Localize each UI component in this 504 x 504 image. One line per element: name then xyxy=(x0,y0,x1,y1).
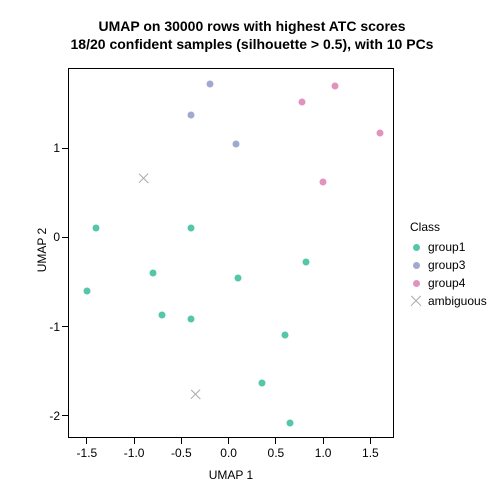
data-point xyxy=(303,259,310,266)
data-point xyxy=(282,332,289,339)
x-tick xyxy=(370,438,371,444)
data-point xyxy=(235,274,242,281)
cross-icon xyxy=(410,295,422,307)
data-point xyxy=(320,179,327,186)
data-point xyxy=(93,225,100,232)
data-point xyxy=(191,390,200,399)
y-tick xyxy=(62,237,68,238)
legend-item: ambiguous xyxy=(410,292,487,310)
data-point xyxy=(376,130,383,137)
y-tick-label: -2 xyxy=(40,409,60,423)
x-tick xyxy=(323,438,324,444)
x-tick xyxy=(134,438,135,444)
data-point xyxy=(206,81,213,88)
data-point xyxy=(187,225,194,232)
dot-icon xyxy=(410,277,422,289)
dot-icon xyxy=(410,241,422,253)
data-point xyxy=(258,379,265,386)
x-tick xyxy=(275,438,276,444)
y-tick xyxy=(62,326,68,327)
legend-item: group3 xyxy=(410,256,487,274)
plot-area xyxy=(68,68,394,438)
chart-title: UMAP on 30000 rows with highest ATC scor… xyxy=(0,18,504,53)
chart-title-line2: 18/20 confident samples (silhouette > 0.… xyxy=(0,36,504,54)
x-tick xyxy=(86,438,87,444)
scatter-chart: UMAP on 30000 rows with highest ATC scor… xyxy=(0,0,504,504)
legend-label: group3 xyxy=(428,258,465,272)
x-tick-label: 1.0 xyxy=(315,446,332,460)
data-point xyxy=(332,82,339,89)
data-point xyxy=(233,140,240,147)
y-tick-label: -1 xyxy=(40,320,60,334)
x-tick-label: 1.5 xyxy=(362,446,379,460)
data-point xyxy=(159,311,166,318)
legend-label: group4 xyxy=(428,276,465,290)
legend-item: group1 xyxy=(410,238,487,256)
data-point xyxy=(299,98,306,105)
x-tick-label: 0.0 xyxy=(220,446,237,460)
y-tick xyxy=(62,148,68,149)
data-point xyxy=(150,270,157,277)
dot-icon xyxy=(410,259,422,271)
data-point xyxy=(83,287,90,294)
x-tick-label: -0.5 xyxy=(171,446,192,460)
data-point xyxy=(187,316,194,323)
x-tick xyxy=(181,438,182,444)
x-tick xyxy=(228,438,229,444)
legend-title: Class xyxy=(410,220,487,234)
legend-label: group1 xyxy=(428,240,465,254)
x-tick-label: 0.5 xyxy=(268,446,285,460)
x-axis-label: UMAP 1 xyxy=(68,468,394,482)
x-tick-label: -1.5 xyxy=(77,446,98,460)
data-point xyxy=(187,112,194,119)
data-point xyxy=(139,174,148,183)
y-tick-label: 0 xyxy=(40,230,60,244)
y-tick xyxy=(62,415,68,416)
y-tick-label: 1 xyxy=(40,141,60,155)
legend: Class group1 group3 group4 ambiguous xyxy=(410,220,487,310)
data-point xyxy=(287,419,294,426)
legend-label: ambiguous xyxy=(428,294,487,308)
legend-item: group4 xyxy=(410,274,487,292)
x-tick-label: -1.0 xyxy=(124,446,145,460)
chart-title-line1: UMAP on 30000 rows with highest ATC scor… xyxy=(0,18,504,36)
y-axis-label: UMAP 2 xyxy=(35,220,49,280)
